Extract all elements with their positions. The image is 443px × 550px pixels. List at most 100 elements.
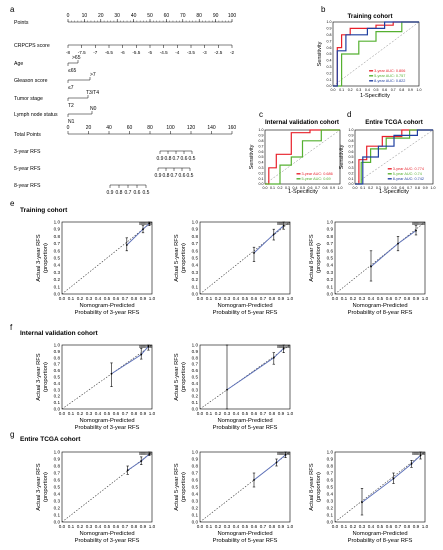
- panel-letter-a: a: [10, 5, 15, 14]
- roc-x-tick-label: 0.1: [360, 186, 365, 190]
- panel-letter-g: g: [10, 430, 14, 439]
- nomogram-tick-label: 0.6: [134, 190, 141, 196]
- nomogram-tick-label: 90: [213, 13, 219, 19]
- roc-y-axis-label: Sensitivity: [249, 144, 255, 169]
- calibration-point: [253, 479, 255, 481]
- nomogram-tick-label: 0.6: [179, 173, 186, 179]
- calibration-y-tick-label: 0.5: [327, 485, 334, 490]
- calibration-x-tick-label: 0.0: [332, 296, 339, 301]
- calibration-point: [361, 501, 363, 504]
- calibration-x-tick-label: 0.8: [404, 296, 411, 301]
- roc-y-tick-label: 0.5: [349, 155, 354, 159]
- nomogram-tick-label: 160: [228, 125, 237, 131]
- calibration-y-tick-label: 0.4: [327, 263, 334, 268]
- calibration-y-tick-label: 0.2: [54, 506, 61, 511]
- nomogram-tick-label: ≤7: [68, 85, 74, 91]
- calibration-y-tick-label: 0.8: [54, 464, 61, 469]
- roc-series-line: [333, 21, 419, 87]
- calibration-x-tick-label: 0.4: [233, 524, 240, 529]
- calibration-x-tick-label: 0.6: [251, 524, 258, 529]
- calibration-frame: [199, 451, 291, 523]
- calibration-y-label-unit: (proportion): [43, 243, 49, 273]
- nomogram-tick-label: 30: [114, 13, 120, 19]
- roc-x-tick-label: 0.5: [374, 88, 379, 92]
- roc-series-line: [265, 129, 340, 185]
- nomogram-tick-label: 0.9: [157, 156, 164, 162]
- calibration-point: [410, 463, 413, 465]
- calibration-frame: [199, 344, 291, 410]
- calibration-y-tick-label: 0.2: [192, 277, 199, 282]
- nomogram-row-label: 8-year RFS: [14, 183, 41, 189]
- calibration-x-tick-label: 1.0: [287, 411, 294, 416]
- roc-y-tick-label: 0.3: [349, 166, 354, 170]
- calibration-x-label: Probability of 3-year RFS: [75, 425, 140, 431]
- calibration-y-tick-label: 0.1: [327, 284, 334, 289]
- calibration-x-tick-label: 0.7: [395, 296, 402, 301]
- calibration-x-tick-label: 0.0: [197, 296, 204, 301]
- roc-x-tick-label: 0.8: [399, 88, 404, 92]
- calibration-point: [272, 356, 275, 359]
- roc-plots: Training cohort0.00.00.10.10.20.20.30.30…: [249, 13, 436, 195]
- calibration-curve: [253, 225, 284, 254]
- calibration-x-tick-label: 0.7: [260, 411, 267, 416]
- calibration-ideal-line: [199, 451, 291, 523]
- nomogram-tick-label: 50: [147, 13, 153, 19]
- nomogram-tick-label: 70: [180, 13, 186, 19]
- roc-title: Internal validation cohort: [265, 119, 339, 126]
- calibration-x-tick-label: 0.3: [359, 524, 366, 529]
- nomogram-tick-label: 20: [86, 125, 92, 131]
- calibration-x-label: Probability of 5-year RFS: [213, 310, 278, 316]
- roc-x-tick-label: 0.9: [330, 186, 335, 190]
- calibration-y-label: Actual 8-year RFS: [309, 463, 315, 510]
- nomogram-tick-label: -7.5: [78, 50, 86, 55]
- roc-x-tick-label: 1.0: [417, 88, 422, 92]
- calibration-x-tick-label: 1.0: [287, 524, 294, 529]
- calibration-y-tick-label: 0.1: [54, 400, 61, 405]
- roc-series-line: [355, 129, 433, 185]
- nomogram-tick-label: -6.5: [105, 50, 113, 55]
- calibration-point: [110, 372, 113, 375]
- calibration-y-tick-label: 0.5: [327, 256, 334, 261]
- calibration-point: [415, 229, 417, 232]
- calibration-y-tick-label: 0.8: [327, 234, 334, 239]
- roc-y-tick-label: 0.5: [327, 52, 332, 56]
- calibration-y-tick-label: 0.9: [54, 227, 61, 232]
- calibration-x-label: Probability of 5-year RFS: [213, 538, 278, 544]
- calibration-x-tick-label: 0.5: [242, 296, 249, 301]
- calibration-x-tick-label: 0.0: [197, 524, 204, 529]
- calibration-frame: [334, 451, 426, 523]
- roc-x-tick-label: 0.7: [391, 88, 396, 92]
- nomogram-tick-label: 0.6: [181, 156, 188, 162]
- roc-legend-entry: 5-year AUC: 0.757: [374, 74, 405, 78]
- calibration-y-tick-label: 0.0: [192, 292, 199, 297]
- roc-y-tick-label: 0.0: [349, 182, 354, 186]
- roc-x-tick-label: 0.9: [408, 88, 413, 92]
- roc-y-tick-label: 1.0: [259, 128, 264, 132]
- calibration-y-tick-label: 0.4: [192, 381, 199, 386]
- calibration-y-tick-label: 0.1: [327, 513, 334, 518]
- calibration-x-title: Nomogram-Predicted: [352, 303, 407, 309]
- calibration-point: [253, 252, 255, 254]
- roc-x-tick-label: 0.2: [368, 186, 373, 190]
- calibration-x-tick-label: 0.1: [68, 296, 75, 301]
- nomogram-tick-label: 0.5: [189, 156, 196, 162]
- calibration-frame: [199, 221, 291, 295]
- calibration-x-tick-label: 0.5: [377, 296, 384, 301]
- calibration-x-label: Probability of 3-year RFS: [75, 310, 140, 316]
- roc-x-tick-label: 0.3: [285, 186, 290, 190]
- calibration-x-tick-label: 0.0: [332, 524, 339, 529]
- calibration-point: [284, 453, 287, 456]
- roc-x-tick-label: 0.2: [348, 88, 353, 92]
- calibration-y-tick-label: 1.0: [54, 343, 61, 348]
- roc-y-tick-label: 0.1: [259, 177, 264, 181]
- nomogram-tick-label: 0.9: [107, 190, 114, 196]
- calibration-x-tick-label: 0.0: [197, 411, 204, 416]
- calibration-x-title: Nomogram-Predicted: [352, 531, 407, 537]
- roc-x-tick-label: 0.3: [376, 186, 381, 190]
- nomogram-tick-label: -3.5: [187, 50, 195, 55]
- calibration-x-tick-label: 0.2: [215, 411, 222, 416]
- calibration-point: [397, 242, 399, 245]
- calibration-y-tick-label: 0.5: [192, 485, 199, 490]
- calibration-point: [272, 233, 275, 236]
- calibration-y-tick-label: 0.8: [192, 234, 199, 239]
